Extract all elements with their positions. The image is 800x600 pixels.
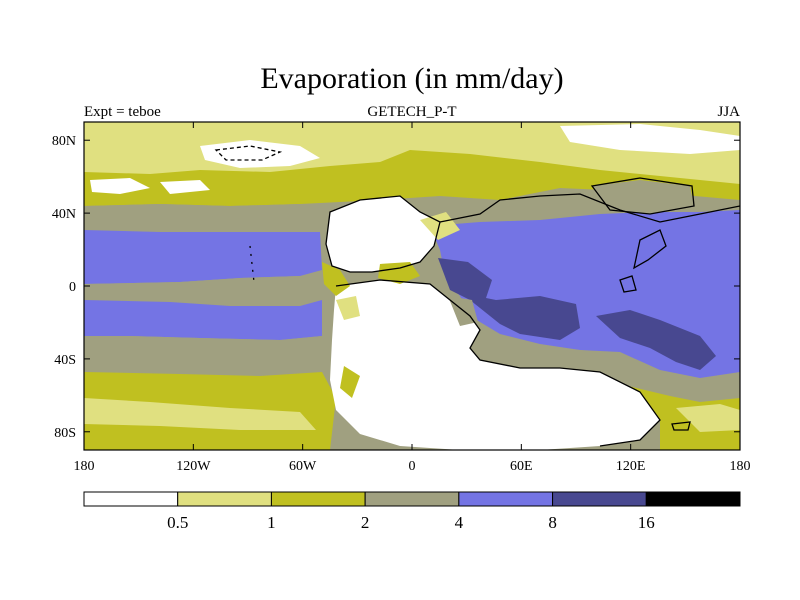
experiment-label: Expt = teboe — [84, 104, 161, 120]
north-white-east — [560, 124, 740, 154]
colorbar-swatch — [458, 491, 554, 507]
land-grey-b — [592, 180, 694, 214]
y-tick-label: 0 — [69, 280, 76, 295]
coastlines — [214, 145, 740, 447]
dataset-label: GETECH_P-T — [367, 104, 456, 120]
colorbar-swatch — [645, 491, 741, 507]
north-white-mid — [160, 180, 210, 194]
x-tick-label: 180 — [74, 459, 95, 474]
east-dark-core — [596, 310, 716, 370]
north-white-west — [90, 178, 150, 194]
colorbar-label: 0.5 — [167, 513, 188, 532]
coast-asia — [439, 193, 740, 223]
southern-light-patch — [676, 404, 740, 432]
figure-title: Evaporation (in mm/day) — [260, 62, 563, 95]
x-axis: 180 120W 60W 0 60E 120E 180 — [74, 122, 751, 474]
colorbar-swatch — [83, 491, 179, 507]
land-olive-a — [322, 262, 350, 296]
x-tick-label: 60W — [289, 459, 317, 474]
x-tick-label: 0 — [409, 459, 416, 474]
land-light-b — [336, 296, 360, 320]
colorbar-label: 1 — [267, 513, 276, 532]
x-tick-label: 180 — [730, 459, 751, 474]
y-axis: 80N 40N 0 40S 80S — [52, 134, 740, 441]
season-label: JJA — [717, 104, 740, 120]
colorbar-swatch — [364, 491, 460, 507]
colorbar-swatch — [177, 491, 272, 507]
land-olive-c — [340, 366, 360, 398]
coast-south-islet — [671, 421, 691, 431]
x-tick-label: 60E — [510, 459, 533, 474]
x-tick-label: 120E — [616, 459, 646, 474]
y-tick-label: 40S — [54, 353, 76, 368]
y-tick-label: 80N — [52, 134, 76, 149]
colorbar-label: 8 — [548, 513, 557, 532]
coast-arctic — [214, 145, 283, 161]
y-tick-label: 40N — [52, 207, 76, 222]
coast-north-island — [590, 177, 695, 215]
north-white-patch — [200, 140, 320, 168]
southern-grey-rim — [470, 330, 740, 400]
colorbar-swatch — [270, 491, 366, 507]
colorbar-swatch — [552, 491, 647, 507]
pacific-grey-tongue — [84, 276, 324, 306]
land-olive-b — [378, 262, 420, 284]
south-light-band — [84, 398, 316, 430]
land-light-a — [420, 212, 460, 240]
colorbar-label: 2 — [361, 513, 370, 532]
pacific-blue-band — [84, 230, 322, 284]
y-tick-label: 80S — [54, 426, 76, 441]
colorbar-label: 16 — [638, 513, 655, 532]
landmass-dry — [326, 196, 660, 450]
colorbar-label: 4 — [455, 513, 464, 532]
coast-east-island — [633, 229, 667, 270]
coast-gondwana — [335, 279, 661, 447]
coast-small-island — [619, 275, 637, 293]
x-tick-label: 120W — [176, 459, 211, 474]
pacific-blue-south — [84, 300, 322, 340]
south-pacific-grey — [84, 336, 322, 376]
coast-pangea — [325, 195, 441, 273]
colorbar: 0.5 1 2 4 8 16 — [83, 491, 741, 532]
evaporation-field — [84, 122, 740, 450]
tethys-dark-core — [438, 258, 580, 340]
band-north-grey — [84, 204, 330, 232]
